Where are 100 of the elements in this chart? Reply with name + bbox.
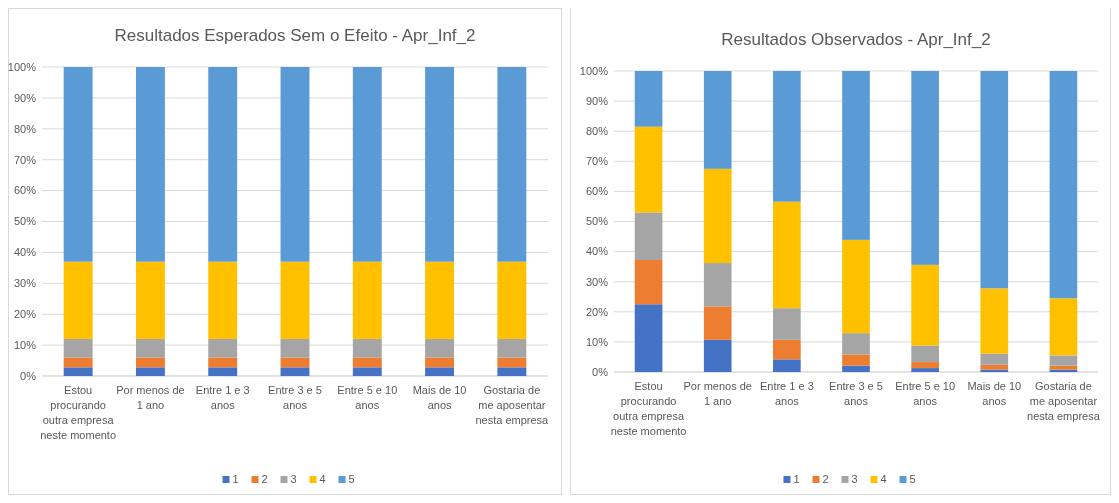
bar <box>911 368 939 372</box>
legend-label: 3 <box>851 473 858 485</box>
x-tick-label: Por menos de 1 ano <box>116 384 185 411</box>
bar <box>208 357 238 368</box>
bar <box>703 71 732 169</box>
x-tick-label: Por menos de 1 ano <box>683 380 752 407</box>
y-tick-label: 50% <box>585 215 609 228</box>
bar <box>773 201 801 309</box>
legend-label: 2 <box>822 473 829 485</box>
y-tick-label: 90% <box>585 94 609 107</box>
bar <box>773 308 801 340</box>
bar <box>634 126 663 213</box>
bar <box>842 365 870 372</box>
bar <box>208 367 238 376</box>
bar <box>497 261 527 339</box>
bar <box>634 304 663 372</box>
x-tick-label: Mais de 10 anos <box>412 384 467 411</box>
y-tick-label: 40% <box>13 246 37 259</box>
legend-label: 5 <box>909 473 916 485</box>
bar <box>703 263 732 307</box>
x-tick-label: Entre 1 e 3 anos <box>195 384 250 411</box>
x-tick-label: Entre 5 e 10 anos <box>337 384 398 411</box>
bar <box>135 338 165 358</box>
bar <box>773 71 801 202</box>
bar <box>425 357 455 368</box>
legend-label: 5 <box>348 473 355 485</box>
bar <box>135 261 165 339</box>
x-tick-label: Gostaria de me aposentar nesta empresa <box>1027 380 1101 422</box>
y-tick-label: 20% <box>13 308 37 321</box>
bar <box>842 333 870 355</box>
bar <box>352 357 382 368</box>
y-tick-label: 30% <box>585 275 609 288</box>
legend-label: 4 <box>880 473 887 485</box>
bar <box>63 357 93 368</box>
bar <box>980 353 1009 365</box>
chart-title: Resultados Esperados Sem o Efeito - Apr_Inf_2 <box>114 26 476 45</box>
bar <box>352 338 382 358</box>
bar <box>425 338 455 358</box>
bar <box>352 67 382 262</box>
bar <box>63 67 93 262</box>
legend-label: 1 <box>232 473 239 485</box>
x-tick-label: Gostaria de me aposentar nesta empresa <box>475 384 550 426</box>
y-tick-label: 60% <box>585 185 609 198</box>
x-tick-label: Entre 5 e 10 anos <box>895 380 956 407</box>
bar <box>135 67 165 262</box>
bar <box>425 367 455 376</box>
bar <box>703 306 732 340</box>
y-tick-label: 20% <box>585 305 609 318</box>
x-tick-label: Entre 3 e 5 anos <box>268 384 322 411</box>
legend-label: 3 <box>290 473 297 485</box>
bar <box>1049 298 1078 356</box>
bar <box>63 367 93 376</box>
bar <box>280 67 310 262</box>
y-tick-label: 10% <box>13 338 37 351</box>
y-tick-label: 80% <box>585 125 609 138</box>
bar <box>280 367 310 376</box>
bar <box>135 367 165 376</box>
bar <box>352 367 382 376</box>
bar <box>911 71 939 265</box>
bar <box>980 71 1009 289</box>
chart-title: Resultados Observados - Apr_Inf_2 <box>721 30 991 49</box>
bar <box>634 71 663 127</box>
x-tick-label: Mais de 10 anos <box>967 380 1022 407</box>
y-tick-label: 0% <box>592 365 609 378</box>
bar <box>911 264 939 346</box>
bar <box>135 357 165 368</box>
bar <box>352 261 382 339</box>
y-tick-label: 80% <box>13 122 37 135</box>
bar <box>842 239 870 334</box>
bar <box>980 364 1009 370</box>
bar <box>497 338 527 358</box>
bar <box>63 261 93 339</box>
bar <box>208 67 238 262</box>
bar <box>497 357 527 368</box>
bar <box>1049 71 1078 299</box>
bar <box>1049 355 1078 366</box>
bar <box>703 168 732 264</box>
bar <box>280 357 310 368</box>
y-tick-label: 50% <box>13 215 37 228</box>
bar <box>497 67 527 262</box>
bar <box>634 260 663 305</box>
bar <box>280 338 310 358</box>
y-tick-label: 10% <box>585 335 609 348</box>
legend-label: 2 <box>261 473 268 485</box>
bar <box>703 339 732 372</box>
bar <box>425 261 455 339</box>
y-tick-label: 70% <box>585 155 609 168</box>
bar <box>911 345 939 363</box>
bar <box>63 338 93 358</box>
x-tick-label: Entre 1 e 3 anos <box>759 380 814 407</box>
bar <box>280 261 310 339</box>
bar <box>773 339 801 360</box>
y-tick-label: 90% <box>13 91 37 104</box>
bar <box>842 354 870 366</box>
legend-label: 1 <box>793 473 800 485</box>
x-tick-label: Entre 3 e 5 anos <box>829 380 883 407</box>
bar <box>842 71 870 240</box>
bar <box>634 212 663 261</box>
bar <box>1049 365 1078 370</box>
y-tick-label: 70% <box>13 153 37 166</box>
